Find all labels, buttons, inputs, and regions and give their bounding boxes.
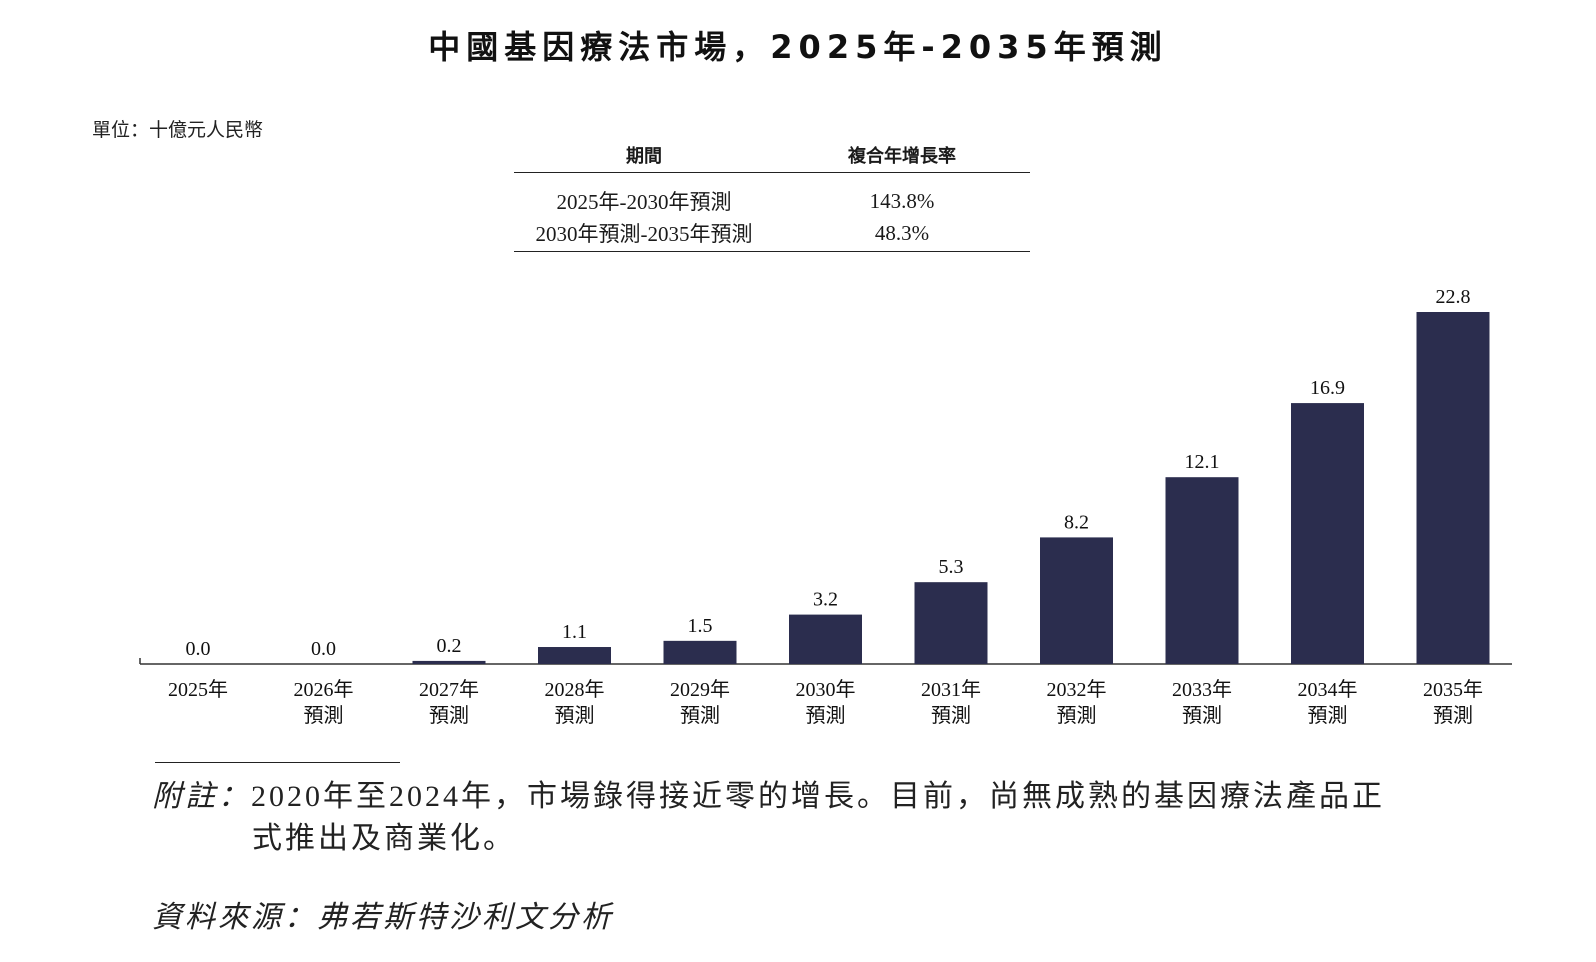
footnote-label: 附註： — [152, 780, 251, 813]
unit-label: 單位：十億元人民幣 — [92, 119, 264, 141]
x-tick-label: 2028年 — [545, 678, 605, 701]
note-divider — [155, 762, 400, 763]
x-tick-label: 2025年 — [168, 678, 228, 701]
bar — [1040, 537, 1113, 664]
data-label: 12.1 — [1185, 451, 1220, 473]
x-tick-label: 預測 — [429, 704, 469, 727]
cagr-table-header: 期間 複合年增長率 — [514, 138, 1030, 173]
x-tick-label: 2029年 — [670, 678, 730, 701]
x-tick-label: 2035年 — [1423, 678, 1483, 701]
x-tick-label: 預測 — [931, 704, 971, 727]
x-tick-label: 預測 — [1308, 704, 1348, 727]
cagr-table: 期間 複合年增長率 2025年-2030年預測 143.8% 2030年預測-2… — [514, 138, 1030, 252]
bar — [1165, 477, 1239, 664]
x-tick-label: 2031年 — [921, 678, 981, 701]
chart-title: 中國基因療法市場，2025年-2035年預測 — [428, 28, 1168, 66]
data-label: 1.1 — [562, 621, 587, 643]
data-label: 16.9 — [1310, 377, 1345, 399]
x-tick-label: 2030年 — [796, 678, 856, 701]
x-tick-label: 預測 — [555, 704, 595, 727]
x-tick-label: 預測 — [1182, 704, 1222, 727]
bar — [1291, 403, 1364, 664]
data-label: 0.0 — [311, 638, 336, 660]
data-label: 5.3 — [939, 556, 964, 578]
footnote: 附註：2020年至2024年，市場錄得接近零的增長。目前，尚無成熟的基因療法產品… — [152, 776, 1532, 860]
data-label: 8.2 — [1064, 511, 1089, 533]
cagr-header-rate: 複合年增長率 — [848, 146, 956, 167]
bar — [1416, 312, 1490, 664]
cagr-row: 2025年-2030年預測 143.8% — [514, 185, 1030, 217]
cagr-row: 2030年預測-2035年預測 48.3% — [514, 217, 1030, 249]
x-tick-label: 預測 — [1057, 704, 1097, 727]
cagr-rate: 143.8% — [869, 188, 935, 213]
cagr-header-period: 期間 — [626, 146, 662, 167]
cagr-table-bottom-rule — [514, 251, 1030, 252]
cagr-period: 2025年-2030年預測 — [556, 190, 732, 214]
x-tick-label: 預測 — [304, 704, 344, 727]
x-tick-label: 2033年 — [1172, 678, 1232, 701]
x-tick-label: 預測 — [806, 704, 846, 727]
x-tick-label: 2032年 — [1047, 678, 1107, 701]
data-label: 0.2 — [437, 635, 462, 657]
data-label: 1.5 — [688, 615, 713, 637]
bar — [663, 640, 737, 664]
x-tick-label: 2034年 — [1298, 678, 1358, 701]
footnote-line-1: 附註：2020年至2024年，市場錄得接近零的增長。目前，尚無成熟的基因療法產品… — [152, 776, 1532, 818]
data-label: 22.8 — [1436, 286, 1471, 308]
data-label: 0.0 — [186, 638, 211, 660]
x-tick-label: 預測 — [680, 704, 720, 727]
cagr-period: 2030年預測-2035年預測 — [535, 222, 753, 246]
footnote-line-2: 式推出及商業化。 — [252, 822, 516, 855]
footnote-text-1: 2020年至2024年，市場錄得接近零的增長。目前，尚無成熟的基因療法產品正 — [251, 780, 1385, 813]
data-label: 3.2 — [813, 589, 838, 611]
bar — [914, 582, 988, 664]
bar — [412, 660, 486, 664]
bar — [538, 647, 611, 664]
cagr-rate: 48.3% — [874, 220, 930, 245]
x-tick-label: 2027年 — [419, 678, 479, 701]
x-tick-label: 2026年 — [294, 678, 354, 701]
source-note: 資料來源：弗若斯特沙利文分析 — [152, 901, 614, 934]
x-tick-label: 預測 — [1433, 704, 1473, 727]
bar — [789, 614, 862, 664]
